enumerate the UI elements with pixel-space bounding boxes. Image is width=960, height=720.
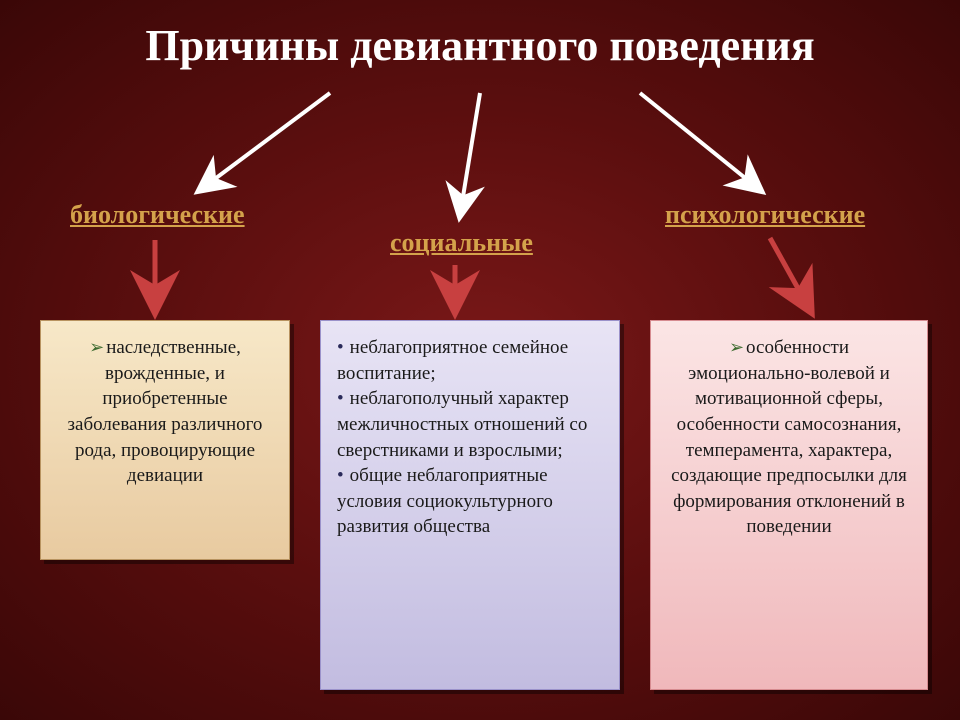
category-psy: психологические xyxy=(665,200,865,230)
box-bio-text: наследственные, врожденные, и приобретен… xyxy=(68,337,263,486)
box-soc: неблагоприятное семейное воспитание; неб… xyxy=(320,320,620,690)
category-bio: биологические xyxy=(70,200,245,230)
arrow-psy-box xyxy=(770,238,810,310)
box-psy-text: особенности эмоционально-волевой и мотив… xyxy=(671,337,907,537)
list-item: неблагополучный характер межличностных о… xyxy=(337,386,603,463)
arrow-title-bio xyxy=(200,93,330,190)
page-title: Причины девиантного поведения xyxy=(0,20,960,71)
list-item: общие неблагоприятные условия социокульт… xyxy=(337,463,603,540)
box-soc-list: неблагоприятное семейное воспитание; неб… xyxy=(337,335,603,540)
category-soc: социальные xyxy=(390,228,533,258)
arrow-title-soc xyxy=(460,93,480,215)
bullet-arrow-icon: ➢ xyxy=(729,337,744,357)
arrow-title-psy xyxy=(640,93,760,190)
box-psy: ➢особенности эмоционально-волевой и моти… xyxy=(650,320,928,690)
box-bio: ➢наследственные, врожденные, и приобрете… xyxy=(40,320,290,560)
bullet-arrow-icon: ➢ xyxy=(89,337,104,357)
list-item: неблагоприятное семейное воспитание; xyxy=(337,335,603,386)
